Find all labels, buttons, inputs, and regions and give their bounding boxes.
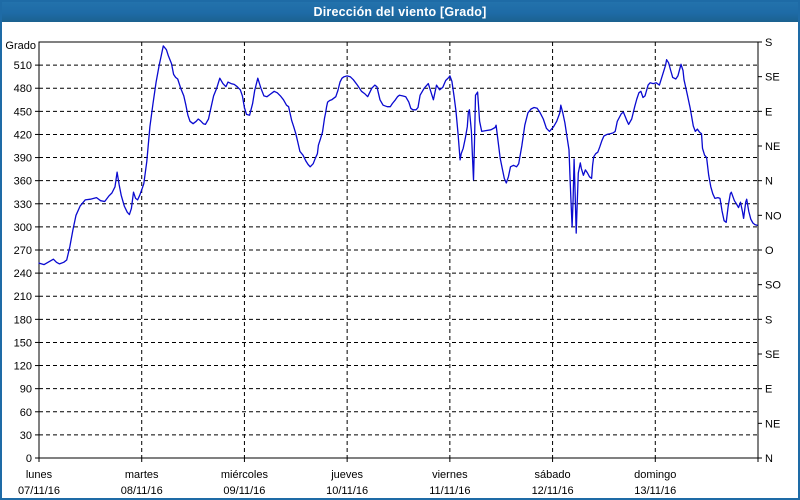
y-axis-tick-label: 510: [14, 60, 32, 72]
y-axis-tick-label: 210: [14, 291, 32, 303]
wind-direction-series: [38, 45, 758, 266]
title-bar: Dirección del viento [Grado]: [2, 2, 798, 22]
compass-tick-label: S: [765, 314, 772, 326]
day-name-label: domingo: [634, 469, 676, 481]
y-axis-tick-label: 450: [14, 106, 32, 118]
compass-tick-label: N: [765, 453, 773, 465]
day-name-label: jueves: [330, 469, 363, 481]
y-axis-tick-label: 0: [26, 453, 32, 465]
day-date-label: 13/11/16: [634, 485, 676, 497]
plot-frame: [38, 41, 759, 459]
day-name-label: miércoles: [221, 469, 269, 481]
y-axis-tick-label: 150: [14, 337, 32, 349]
day-date-label: 09/11/16: [223, 485, 265, 497]
y-axis-tick-label: 330: [14, 199, 32, 211]
y-axis-tick-label: 180: [14, 314, 32, 326]
compass-tick-label: NE: [765, 141, 780, 153]
compass-tick-label: SO: [765, 280, 781, 292]
day-date-label: 11/11/16: [429, 485, 470, 497]
y-axis-tick-label: 30: [20, 430, 32, 442]
day-name-label: lunes: [26, 469, 53, 481]
y-axis-tick-label: 300: [14, 222, 32, 234]
y-axis-tick-label: 60: [20, 407, 32, 419]
y-axis-tick-label: 270: [14, 245, 32, 257]
y-axis-tick-label: 120: [14, 361, 32, 373]
day-date-label: 10/11/16: [326, 485, 368, 497]
y-axis-tick-label: 480: [14, 83, 32, 95]
compass-tick-label: S: [765, 37, 772, 49]
compass-tick-label: SE: [765, 349, 780, 361]
day-name-label: viernes: [432, 469, 468, 481]
day-date-label: 07/11/16: [18, 485, 60, 497]
y-axis-tick-label: 240: [14, 268, 32, 280]
wind-direction-line-chart: 0 30 60 90 120 150 180 210 240 270 300 330 360 390 420…: [5, 37, 782, 497]
compass-tick-label: NE: [765, 418, 780, 430]
day-date-label: 12/11/16: [532, 485, 574, 497]
compass-tick-label: O: [765, 245, 774, 257]
y-axis-tick-label: 90: [20, 384, 32, 396]
compass-tick-label: SE: [765, 72, 780, 84]
compass-tick-label: N: [765, 176, 773, 188]
compass-tick-label: E: [765, 384, 772, 396]
chart-title: Dirección del viento [Grado]: [313, 5, 487, 19]
day-name-label: sábado: [535, 469, 571, 481]
day-date-label: 08/11/16: [121, 485, 163, 497]
day-name-label: martes: [125, 469, 159, 481]
y-axis-title: Grado: [5, 40, 36, 52]
y-axis-tick-label: 390: [14, 153, 32, 165]
compass-tick-label: E: [765, 106, 772, 118]
y-axis-tick-label: 360: [14, 176, 32, 188]
compass-tick-label: NO: [765, 210, 782, 222]
y-axis-tick-label: 420: [14, 129, 32, 141]
chart-area: 0 30 60 90 120 150 180 210 240 270 300 330 360 390 420…: [2, 22, 798, 498]
